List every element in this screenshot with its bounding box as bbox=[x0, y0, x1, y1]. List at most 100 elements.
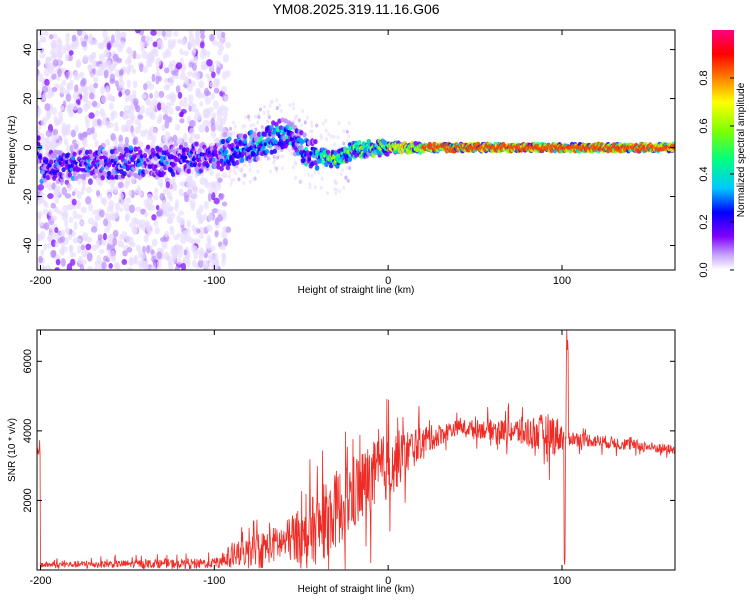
spectral-cell bbox=[37, 199, 42, 206]
spectral-cell bbox=[141, 223, 148, 232]
spectral-cell bbox=[153, 220, 159, 227]
spectral-cell bbox=[43, 30, 49, 37]
spectral-cell bbox=[110, 158, 114, 163]
spectral-cell bbox=[210, 123, 216, 132]
spectral-cell bbox=[89, 83, 94, 93]
spectral-cell bbox=[133, 226, 137, 236]
spectral-cell bbox=[50, 202, 56, 209]
spectral-cell bbox=[114, 149, 119, 155]
spectral-cell bbox=[144, 35, 150, 43]
spectral-cell bbox=[162, 114, 169, 121]
spectral-cell bbox=[156, 260, 162, 269]
spectral-cell bbox=[134, 118, 141, 126]
spectral-cell bbox=[103, 69, 109, 79]
spectral-cell bbox=[48, 159, 54, 165]
spectral-cell bbox=[184, 147, 190, 153]
spectral-cell bbox=[133, 255, 139, 261]
spectral-cell bbox=[72, 91, 80, 101]
spectral-cell bbox=[59, 177, 65, 183]
spectral-cell bbox=[207, 192, 212, 202]
spectral-cell bbox=[37, 212, 42, 219]
spectral-cell bbox=[102, 117, 108, 126]
spectral-cell bbox=[166, 216, 173, 224]
spectral-cell bbox=[97, 233, 103, 240]
spectral-cell bbox=[230, 147, 235, 152]
spectral-cell bbox=[66, 144, 70, 153]
spectral-cell bbox=[242, 133, 248, 139]
spectral-cell bbox=[71, 198, 77, 206]
spectral-cell bbox=[93, 220, 98, 227]
spectral-cell bbox=[96, 118, 102, 126]
spectral-cell bbox=[109, 73, 116, 83]
spectral-cell bbox=[84, 172, 91, 178]
spectral-cell bbox=[152, 194, 159, 201]
spectral-cell bbox=[337, 121, 341, 126]
spectral-cell bbox=[142, 245, 146, 254]
spectral-cell bbox=[85, 236, 93, 243]
spectral-cell bbox=[217, 48, 223, 56]
spectral-cell bbox=[259, 156, 263, 161]
spectral-cell bbox=[185, 181, 193, 190]
spectral-cell bbox=[110, 110, 118, 119]
spectral-cell bbox=[198, 232, 204, 240]
spectral-cell bbox=[217, 106, 223, 115]
colorbar-tick-label: 0.6 bbox=[698, 118, 710, 133]
spectral-cell bbox=[281, 154, 285, 159]
spectral-cell bbox=[106, 194, 112, 201]
spectral-cell bbox=[203, 200, 209, 210]
spectral-cell bbox=[154, 226, 160, 235]
spectral-cell bbox=[37, 90, 40, 99]
chart-title: YM08.2025.319.11.16.G06 bbox=[272, 1, 439, 17]
spectral-cell bbox=[122, 249, 128, 257]
spectral-cell bbox=[310, 173, 314, 178]
y-tick-label: 6000 bbox=[22, 349, 34, 373]
spectral-cell bbox=[220, 138, 226, 145]
spectral-cell bbox=[76, 238, 82, 244]
spectral-cell bbox=[229, 126, 233, 131]
spectral-cell bbox=[189, 120, 196, 128]
spectral-cell bbox=[192, 259, 197, 268]
spectral-cell bbox=[84, 149, 90, 155]
spectral-cell bbox=[204, 125, 210, 133]
spectral-cell bbox=[345, 165, 349, 170]
spectral-cell bbox=[88, 203, 94, 212]
spectral-cell bbox=[254, 114, 258, 119]
spectral-cell bbox=[333, 187, 337, 192]
spectral-cell bbox=[149, 110, 156, 116]
spectral-cell bbox=[51, 249, 57, 258]
spectral-cell bbox=[205, 73, 210, 79]
spectral-cell bbox=[65, 53, 70, 62]
spectral-cell bbox=[97, 42, 103, 50]
spectral-cell bbox=[132, 50, 137, 60]
spectral-cell bbox=[106, 234, 114, 241]
spectral-cell bbox=[227, 136, 232, 142]
spectral-cell bbox=[166, 191, 172, 200]
spectral-cell bbox=[55, 258, 61, 266]
spectral-cell bbox=[137, 114, 144, 120]
spectral-cell bbox=[174, 203, 179, 212]
spectral-cell bbox=[107, 251, 111, 260]
spectral-cell bbox=[68, 228, 73, 235]
spectral-cell bbox=[43, 243, 48, 251]
spectral-cell bbox=[211, 208, 219, 214]
spectral-cell bbox=[146, 197, 154, 206]
spectral-cell bbox=[74, 84, 79, 94]
spectral-cell bbox=[76, 30, 83, 36]
spectral-cell bbox=[81, 175, 87, 181]
spectral-cell bbox=[240, 167, 244, 172]
spectral-cell bbox=[275, 169, 279, 174]
spectral-cell bbox=[207, 213, 214, 222]
spectral-cell bbox=[45, 264, 51, 270]
spectral-cell bbox=[37, 68, 40, 76]
spectral-cell bbox=[75, 213, 83, 220]
spectral-cell bbox=[186, 168, 191, 174]
spectral-cell bbox=[71, 191, 76, 197]
spectral-cell bbox=[82, 95, 87, 102]
spectral-cell bbox=[151, 214, 157, 221]
spectral-cell bbox=[142, 152, 148, 159]
spectral-cell bbox=[138, 168, 143, 175]
spectral-cell bbox=[110, 212, 115, 221]
spectral-cell bbox=[211, 71, 216, 79]
spectral-cell bbox=[249, 123, 253, 128]
spectral-cell bbox=[276, 128, 280, 133]
